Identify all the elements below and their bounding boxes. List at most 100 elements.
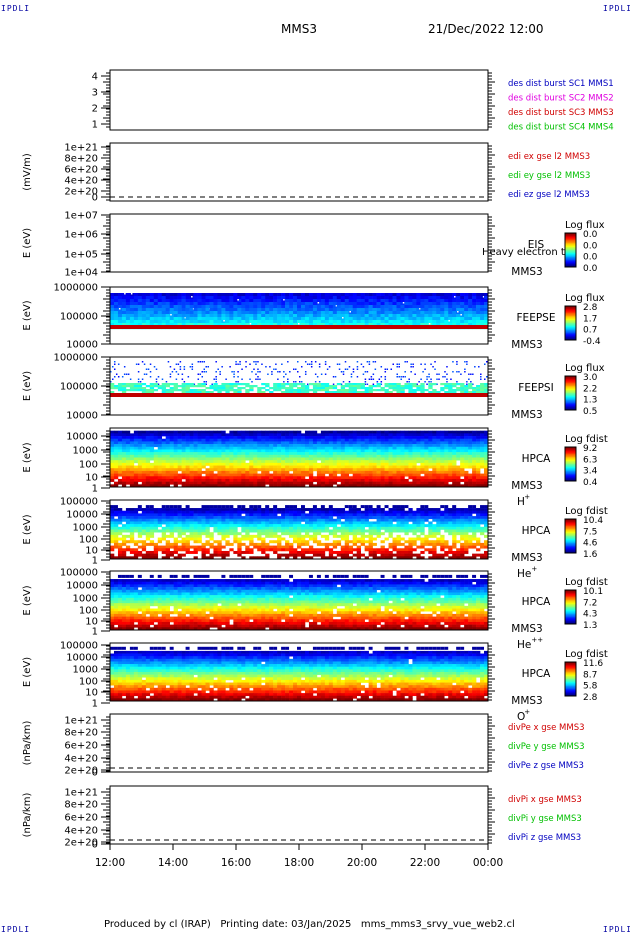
spectrogram-gap [191, 296, 193, 298]
spectrogram-cell [416, 302, 421, 306]
spectrogram-dot [468, 373, 470, 375]
colorbar-segment [565, 238, 576, 241]
spectrogram-cell [133, 311, 139, 315]
spectrogram-cell [484, 484, 489, 488]
spectrogram-cell [432, 449, 437, 453]
spectrogram-cell [193, 436, 198, 440]
spectrogram-cell [452, 293, 457, 297]
spectrogram-cell [452, 526, 457, 530]
spectrogram-cell [237, 513, 242, 517]
spectrogram-cell [137, 389, 143, 392]
spectrogram-cell [253, 317, 258, 321]
spectrogram-cell [364, 438, 369, 442]
spectrogram-dot [380, 376, 383, 378]
spectrogram-cell [472, 473, 477, 477]
spectrogram-cell [229, 449, 234, 453]
spacecraft-label: MMS3 [511, 339, 542, 351]
spectrogram-cell [372, 308, 377, 312]
spectrogram-cell [448, 299, 453, 303]
spectrogram-cell [197, 438, 202, 442]
spectrogram-cell [265, 323, 270, 327]
spectrogram-cell [141, 465, 147, 469]
spectrogram-cell [452, 438, 457, 442]
spectrogram-cell [472, 293, 477, 297]
spectrogram-cell [340, 302, 346, 306]
spectrogram-cell [205, 481, 210, 485]
spectrogram-cell [368, 293, 373, 297]
spectrogram-cell [300, 516, 306, 520]
spectrogram-cell [476, 470, 481, 474]
spectrogram-dot [231, 371, 233, 373]
spectrogram-cell [380, 311, 385, 315]
spectrogram-dot [430, 363, 432, 365]
y-axis-label: E (eV) [22, 371, 33, 401]
spectrogram-cell [456, 484, 461, 488]
spectrogram-cell [173, 314, 178, 318]
spectrogram-cell [181, 449, 186, 453]
colorbar-segment [565, 313, 576, 315]
spectrogram-dot [173, 368, 176, 370]
spectrogram-dot [137, 381, 140, 383]
spectrogram-cell [420, 454, 425, 458]
spectrogram-cell [316, 452, 322, 456]
spectrogram-cell [300, 470, 306, 474]
spectrogram-cell [412, 389, 417, 392]
spectrogram-dot [255, 373, 257, 375]
spectrogram-dot [221, 366, 223, 368]
spectrogram-cell [185, 302, 190, 306]
spectrogram-cell [229, 465, 234, 469]
spectrogram-cell [125, 430, 131, 434]
spectrogram-cell [121, 449, 127, 453]
spectrogram-cell [336, 454, 342, 458]
spectrogram-cell [424, 481, 429, 485]
spectrogram-cell [285, 446, 290, 450]
spectrogram-cell [428, 454, 433, 458]
spectrogram-cell [217, 449, 222, 453]
spectrogram-cell [312, 513, 318, 517]
spectrogram-cell [352, 296, 357, 300]
spectrogram-cell [352, 433, 357, 437]
y-tick-label: 0 [92, 193, 98, 204]
spectrogram-cell [332, 518, 338, 522]
spectrogram-cell [472, 524, 477, 528]
spectrogram-cell [384, 516, 389, 520]
spectrogram-cell [340, 293, 346, 297]
spectrogram-cell [308, 521, 314, 525]
spectrogram-cell [169, 529, 174, 533]
spectrogram-cell [209, 465, 214, 469]
spectrogram-dot [366, 371, 369, 373]
spectrogram-dot [314, 381, 317, 383]
spectrogram-cell [165, 460, 170, 464]
spectrogram-cell [416, 293, 421, 297]
spectrogram-cell [464, 476, 469, 480]
spectrogram-dot [113, 376, 116, 378]
spectrogram-cell [193, 521, 198, 525]
spectrogram-cell [456, 436, 461, 440]
spectrogram-cell [133, 529, 139, 533]
spectrogram-cell [432, 311, 437, 315]
spectrogram-cell [452, 441, 457, 445]
spectrogram-cell [320, 323, 326, 327]
spectrogram-cell [110, 296, 115, 300]
spectrogram-cell [332, 452, 338, 456]
spectrogram-cell [408, 460, 413, 464]
spectrogram-cell [484, 476, 489, 480]
spectrogram-cell [117, 308, 123, 312]
spectrogram-cell [133, 305, 139, 309]
spectrogram-cell [201, 430, 206, 434]
spectrogram-cell [229, 436, 234, 440]
spectrogram-dot [253, 361, 255, 363]
spectrogram-cell [213, 308, 218, 312]
spectrogram-cell [340, 521, 346, 525]
spectrogram-dot [346, 368, 349, 370]
spectrogram-cell [277, 452, 282, 456]
spectrogram-cell [356, 473, 361, 477]
spectrogram-cell [412, 385, 417, 388]
spectrogram-cell [277, 441, 282, 445]
spectrogram-cell [225, 293, 230, 297]
spectrogram-cell [225, 438, 230, 442]
spectrogram-cell [221, 454, 226, 458]
spectrogram-cell [324, 460, 330, 464]
spectrogram-cell [436, 311, 441, 315]
